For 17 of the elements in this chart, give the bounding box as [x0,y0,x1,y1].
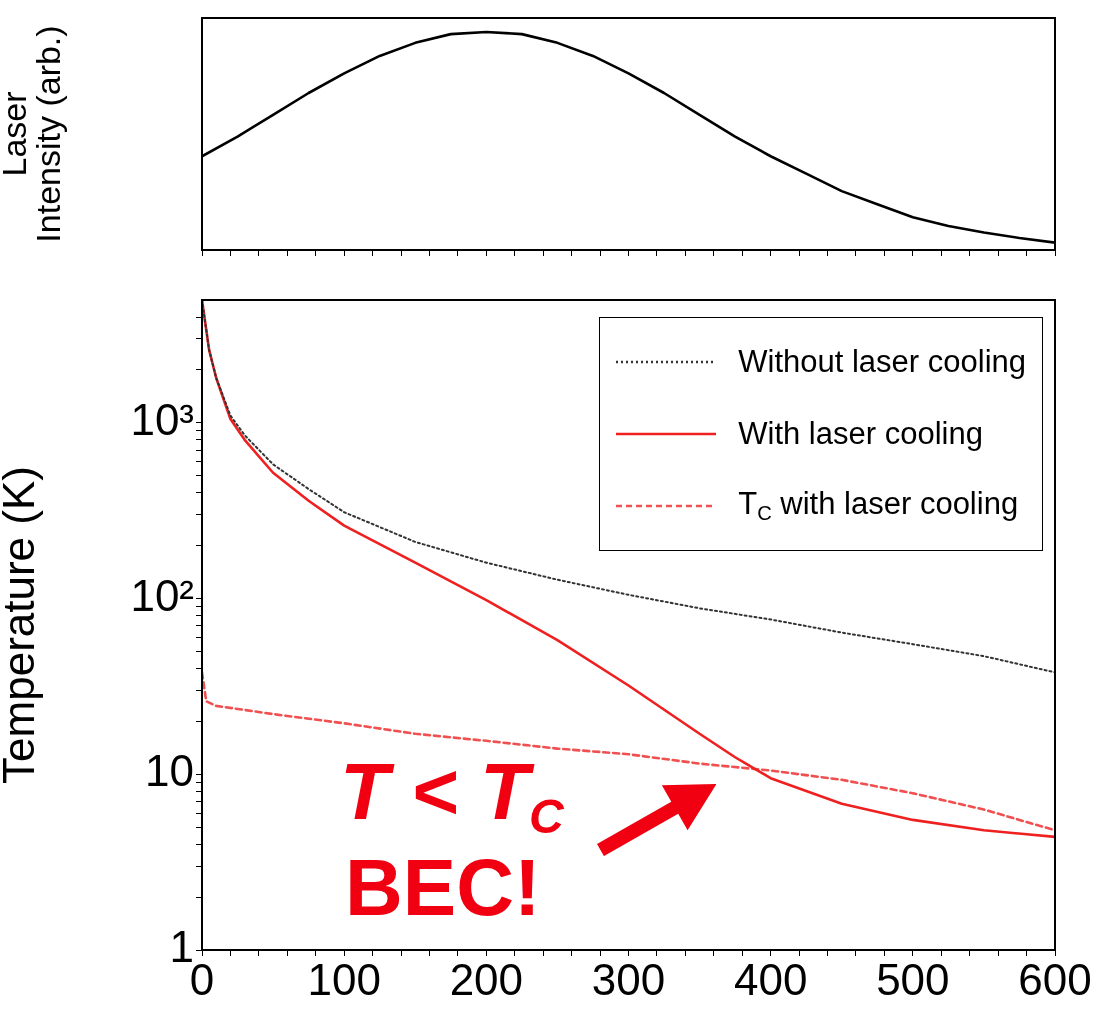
annotation: BEC! [345,843,541,932]
y-axis-title: Temperature (K) [0,466,44,784]
y-tick-label: 10² [130,570,194,620]
x-tick-label: 400 [733,954,808,1004]
y-tick-label: 10³ [130,394,194,444]
x-tick-label: 200 [449,954,524,1004]
legend-label: With laser cooling [738,416,983,452]
x-tick-label: 100 [307,954,381,1004]
x-tick-label: 300 [591,954,666,1004]
legend-label: Without laser cooling [738,344,1026,380]
y-tick-label: 10 [145,746,194,796]
x-tick-label: 500 [876,954,950,1004]
y-axis-title: Laser Intensity (arb.) [0,25,68,243]
x-tick-label: 600 [1018,954,1092,1004]
line-series [202,671,1055,832]
legend-label: T$_{C}$ with laser cooling [738,486,1019,526]
annotation: T < T$_{C}$ [340,747,564,844]
